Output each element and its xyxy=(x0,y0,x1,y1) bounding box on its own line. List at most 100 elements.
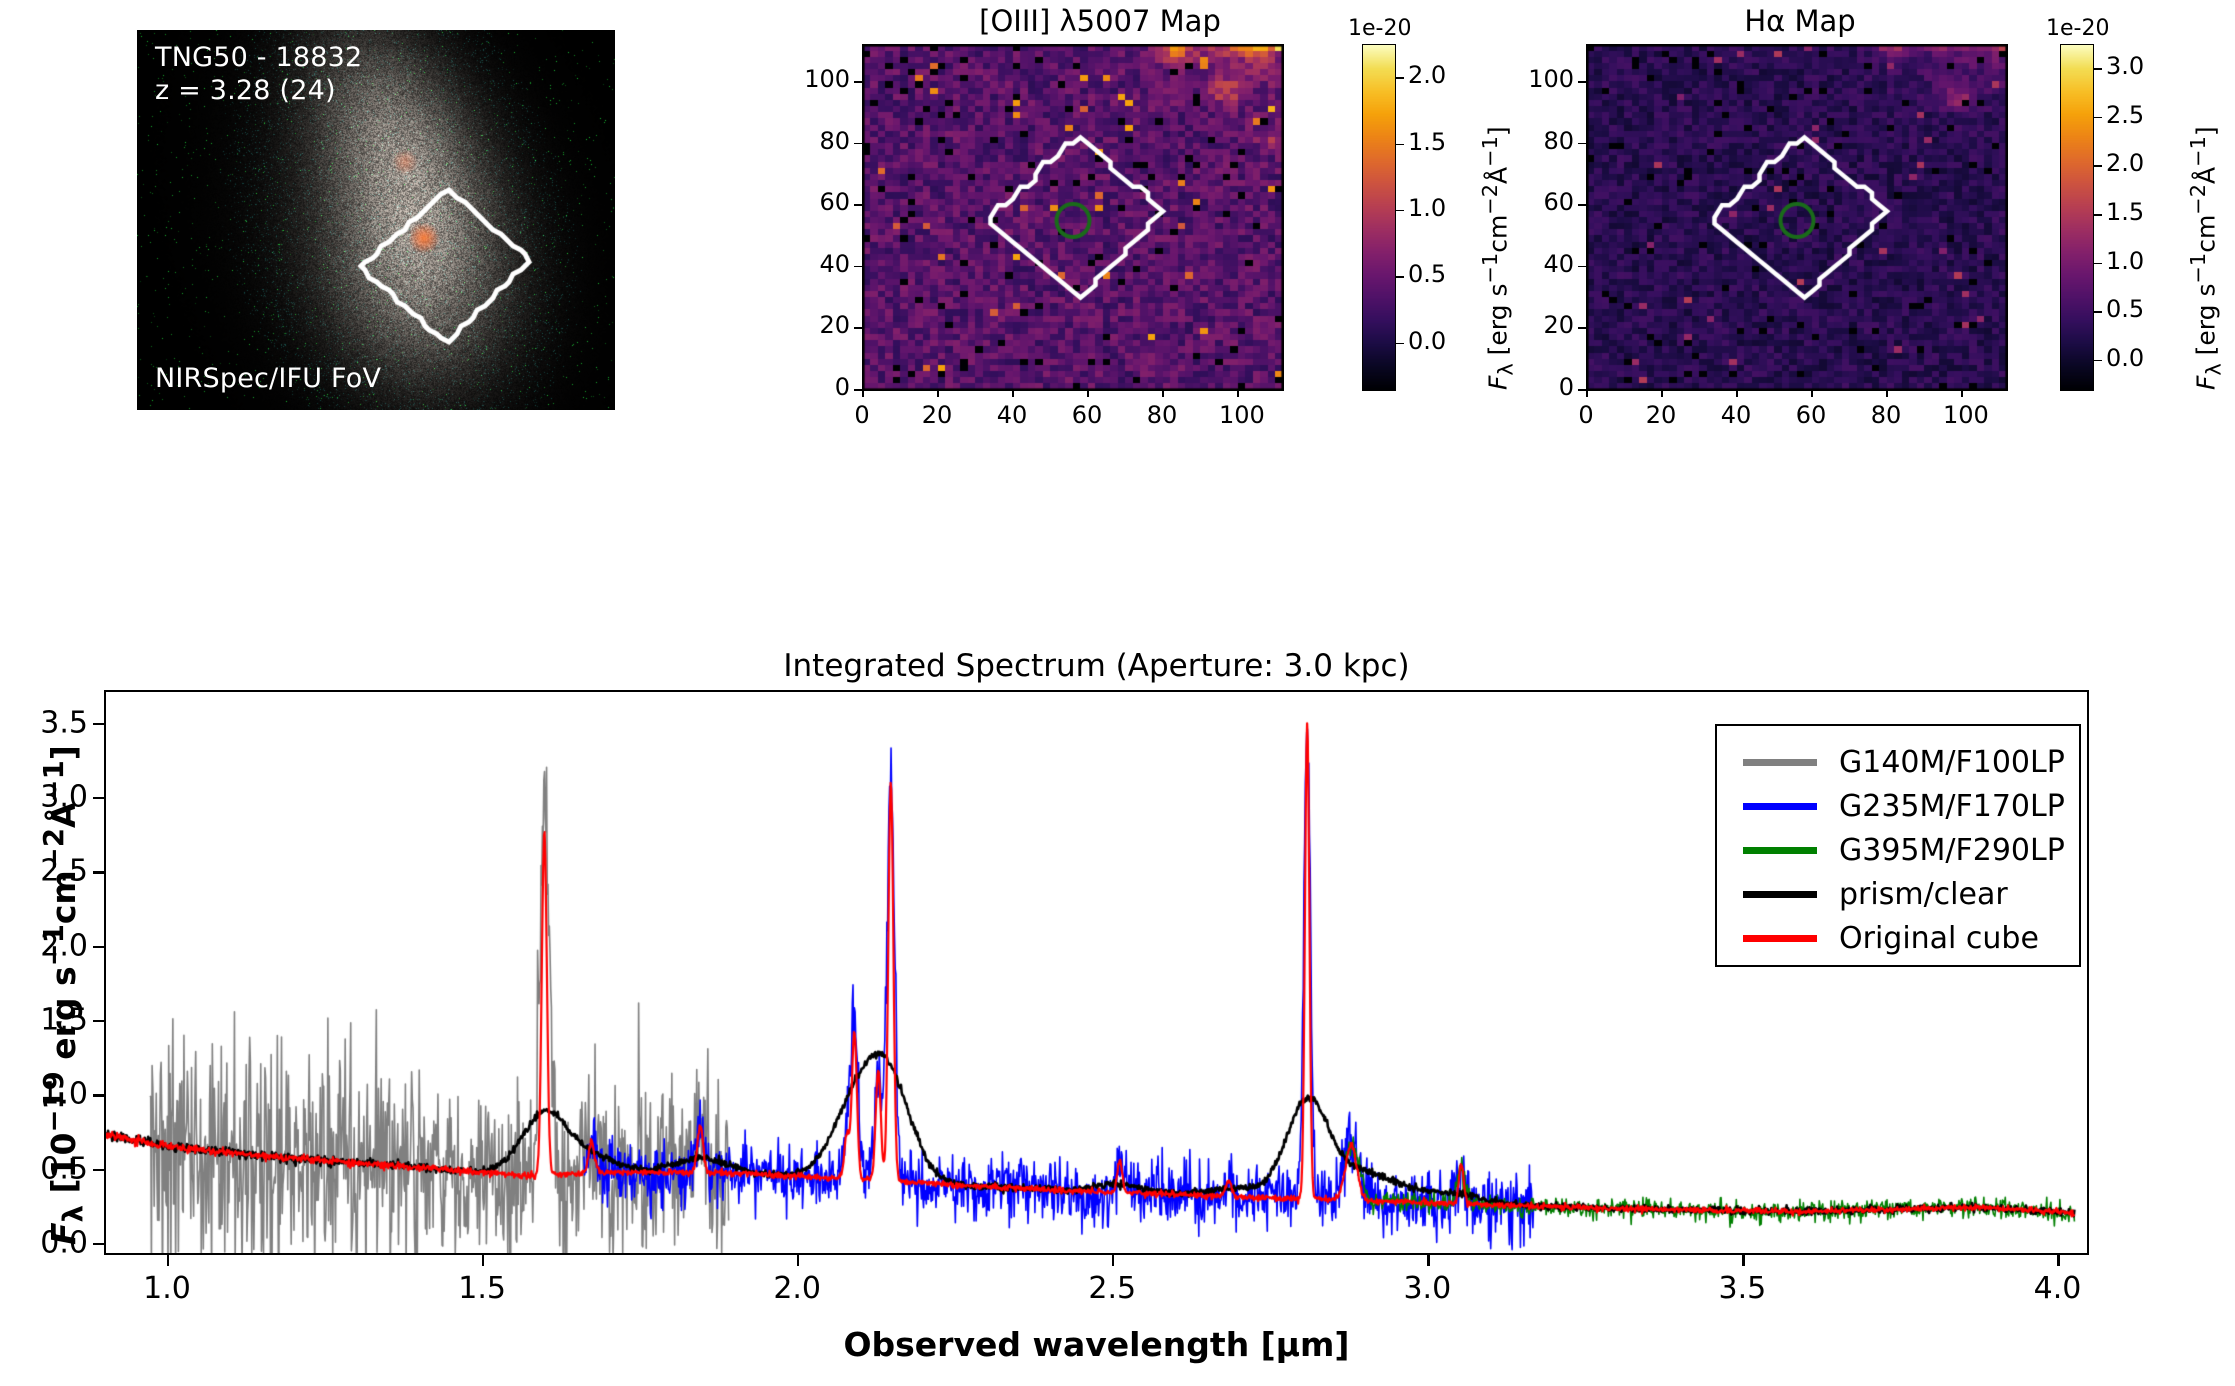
halpha-cb-tickmark xyxy=(2093,359,2102,362)
halpha-ytickmark xyxy=(1578,80,1586,83)
halpha-cb-tick-label: 1.0 xyxy=(2106,246,2145,275)
legend-swatch-prism xyxy=(1743,890,1817,898)
spectrum-title: Integrated Spectrum (Aperture: 3.0 kpc) xyxy=(783,648,1410,684)
oiii-ytickmark xyxy=(854,80,862,83)
halpha-ytickmark xyxy=(1578,327,1586,329)
oiii-cb-tickmark xyxy=(1395,143,1404,146)
spectrum-ytick-label: 1.0 xyxy=(40,1076,88,1112)
halpha-map-image xyxy=(1586,44,2008,391)
halpha-xtickmark xyxy=(1886,389,1888,397)
halpha-xtickmark xyxy=(1961,389,1963,397)
halpha-cb-tickmark xyxy=(2093,68,2102,70)
legend-item[interactable]: G140M/F100LP xyxy=(1717,740,2079,784)
galaxy-sim-id: TNG50 - 18832 xyxy=(155,42,363,73)
galaxy-image-panel: TNG50 - 18832 z = 3.28 (24) NIRSpec/IFU … xyxy=(137,30,615,410)
legend-label: prism/clear xyxy=(1839,876,2008,912)
spectrum-ytick-label: 1.5 xyxy=(40,1002,88,1038)
spectrum-xtick-label: 2.0 xyxy=(773,1271,822,1306)
oiii-xtick-label: 80 xyxy=(1146,401,1178,429)
halpha-xtickmark xyxy=(1811,389,1813,397)
halpha-cb-tick-label: 2.0 xyxy=(2106,149,2145,178)
oiii-xtickmark xyxy=(1087,389,1089,397)
spectrum-ytick-label: 3.5 xyxy=(40,705,88,741)
oiii-xtick-label: 40 xyxy=(996,401,1028,429)
halpha-cb-tick-label: 0.5 xyxy=(2106,295,2145,324)
halpha-cb-tickmark xyxy=(2093,262,2102,265)
oiii-ytick-label: 0 xyxy=(834,373,850,401)
halpha-cb-tick-label: 1.5 xyxy=(2106,198,2145,227)
halpha-ytickmark xyxy=(1578,265,1586,268)
halpha-map-title: Hα Map xyxy=(1744,4,1856,38)
spectrum-ytickmark xyxy=(93,945,104,948)
halpha-ytick-label: 100 xyxy=(1528,64,1574,93)
oiii-cb-tickmark xyxy=(1395,276,1404,278)
oiii-xtick-label: 0 xyxy=(854,401,870,429)
oiii-ytickmark xyxy=(854,327,862,329)
spectrum-legend: G140M/F100LP G235M/F170LP G395M/F290LP p… xyxy=(1715,724,2081,967)
legend-item[interactable]: G235M/F170LP xyxy=(1717,784,2079,828)
oiii-cb-tick-label: 1.0 xyxy=(1408,193,1447,222)
oiii-xtick-label: 60 xyxy=(1071,401,1103,429)
oiii-xtick-label: 100 xyxy=(1219,401,1265,429)
oiii-cb-tickmark xyxy=(1395,209,1404,212)
halpha-ytick-label: 60 xyxy=(1543,188,1574,217)
spectrum-ytick-label: 2.5 xyxy=(40,853,88,889)
legend-label: G235M/F170LP xyxy=(1839,788,2065,824)
halpha-ytick-label: 80 xyxy=(1543,126,1574,155)
spectrum-xtick-label: 1.0 xyxy=(143,1271,191,1306)
halpha-ytickmark xyxy=(1578,142,1586,145)
oiii-ytick-label: 80 xyxy=(819,126,850,155)
halpha-ytickmark xyxy=(1578,204,1586,206)
spectrum-xtick-label: 3.0 xyxy=(1403,1271,1452,1306)
oiii-colorbar xyxy=(1362,44,1396,391)
oiii-xtickmark xyxy=(1012,389,1014,397)
oiii-ytick-label: 20 xyxy=(819,311,850,340)
halpha-xtickmark xyxy=(1661,389,1663,397)
oiii-ytick-label: 100 xyxy=(804,64,850,93)
legend-item[interactable]: Original cube xyxy=(1717,916,2079,960)
spectrum-xtickmark xyxy=(2057,1255,2060,1266)
spectrum-xtickmark xyxy=(167,1255,170,1266)
halpha-xtick-label: 100 xyxy=(1943,401,1989,429)
oiii-ytick-label: 60 xyxy=(819,188,850,217)
galaxy-rgb-image xyxy=(137,30,615,410)
oiii-ytickmark xyxy=(854,265,862,268)
halpha-xtickmark xyxy=(1736,389,1738,397)
legend-swatch-g140m xyxy=(1743,758,1817,766)
spectrum-ytickmark xyxy=(93,1168,104,1171)
oiii-xtickmark xyxy=(1162,389,1164,397)
spectrum-ytickmark xyxy=(93,722,104,725)
oiii-cb-tick-label: 0.0 xyxy=(1408,326,1447,355)
spectrum-ytick-label: 2.0 xyxy=(40,928,88,964)
oiii-xtick-label: 20 xyxy=(921,401,953,429)
halpha-cb-tickmark xyxy=(2093,311,2102,313)
halpha-xtick-label: 20 xyxy=(1645,401,1677,429)
halpha-cb-tickmark xyxy=(2093,214,2102,216)
spectrum-xtickmark xyxy=(482,1255,485,1266)
halpha-colorbar-axis-label: Fλ [erg s−1cm−2Å−1] xyxy=(2186,126,2226,390)
oiii-ytick-label: 40 xyxy=(819,249,850,278)
halpha-xtickmark xyxy=(1586,389,1588,397)
halpha-cb-tick-label: 2.5 xyxy=(2106,100,2145,129)
spectrum-ytickmark xyxy=(93,871,104,874)
halpha-ytick-label: 0 xyxy=(1558,373,1574,401)
galaxy-id-label: TNG50 - 18832 z = 3.28 (24) xyxy=(155,42,362,108)
oiii-cb-tick-label: 1.5 xyxy=(1408,127,1447,156)
legend-item[interactable]: G395M/F290LP xyxy=(1717,828,2079,872)
halpha-ytick-label: 40 xyxy=(1543,249,1574,278)
spectrum-ytickmark xyxy=(93,1020,104,1023)
oiii-cb-tick-label: 2.0 xyxy=(1408,61,1447,90)
spectrum-xtick-label: 3.5 xyxy=(1718,1271,1767,1306)
oiii-map-image xyxy=(862,44,1284,391)
spectrum-xtickmark xyxy=(1742,1255,1745,1266)
legend-item[interactable]: prism/clear xyxy=(1717,872,2079,916)
halpha-colorbar xyxy=(2060,44,2094,391)
spectrum-xtickmark xyxy=(1427,1255,1430,1266)
galaxy-redshift: z = 3.28 (24) xyxy=(155,74,336,106)
halpha-xtick-label: 60 xyxy=(1795,401,1827,429)
spectrum-xtick-label: 1.5 xyxy=(458,1271,506,1306)
oiii-colorbar-offset: 1e-20 xyxy=(1348,16,1412,41)
spectrum-ytick-label: 0.5 xyxy=(40,1151,88,1187)
halpha-cb-tick-label: 0.0 xyxy=(2106,343,2145,372)
legend-label: G395M/F290LP xyxy=(1839,832,2065,868)
